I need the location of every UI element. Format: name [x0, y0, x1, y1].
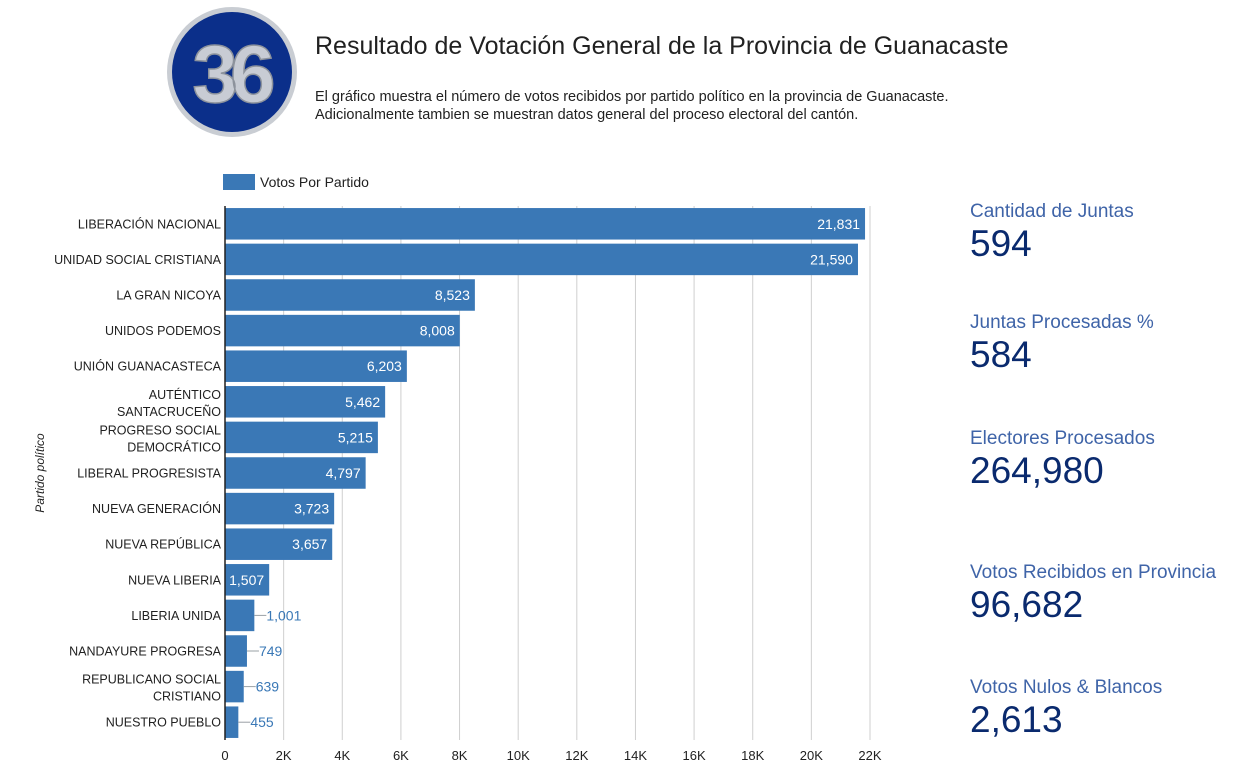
data-label: 749: [259, 643, 283, 659]
data-label: 6,203: [367, 358, 402, 374]
stat-electores-procesados: Electores Procesados 264,980: [970, 428, 1155, 492]
data-label: 1,001: [266, 607, 301, 623]
bar: [225, 492, 335, 525]
bar: [225, 279, 475, 311]
data-label: 1,507: [229, 572, 264, 588]
category-label: SANTACRUCEÑO: [117, 405, 221, 419]
stat-value: 594: [970, 223, 1032, 264]
data-label: 5,215: [338, 429, 373, 445]
category-label: REPUBLICANO SOCIAL: [82, 673, 221, 687]
x-tick-label: 12K: [565, 748, 588, 763]
stat-label: Juntas Procesadas %: [970, 312, 1154, 333]
category-label: NUESTRO PUEBLO: [106, 716, 222, 730]
bar: [225, 635, 247, 667]
chart-svg: 0 2K 4K 6K 8K 10K 12K 14K 16K 18K 20K 22K Votos Por …: [33, 174, 882, 763]
legend-label: Votos Por Partido: [260, 174, 369, 190]
stat-value: 2,613: [970, 699, 1063, 740]
x-tick-label: 22K: [858, 748, 881, 763]
legend-swatch: [223, 174, 255, 190]
category-label: UNIÓN GUANACASTECA: [74, 359, 222, 374]
stat-votos-recibidos: Votos Recibidos en Provincia 96,682: [970, 562, 1216, 626]
data-label: 8,523: [435, 287, 470, 303]
category-label: NUEVA LIBERIA: [128, 573, 222, 587]
x-tick-label: 2K: [276, 748, 292, 763]
category-label: PROGRESO SOCIAL: [99, 423, 221, 437]
data-label: 21,831: [817, 216, 860, 232]
category-label: NUEVA REPÚBLICA: [105, 537, 221, 552]
page-description: El gráfico muestra el número de votos re…: [315, 88, 949, 124]
bar-chart: 0 2K 4K 6K 8K 10K 12K 14K 16K 18K 20K 22K Votos Por …: [0, 160, 900, 782]
bar: [225, 314, 460, 347]
data-label: 639: [256, 679, 280, 695]
stat-label: Electores Procesados: [970, 428, 1155, 449]
stat-cantidad-juntas: Cantidad de Juntas 594: [970, 201, 1134, 265]
x-tick-label: 6K: [393, 748, 409, 763]
category-label: NUEVA GENERACIÓN: [92, 501, 221, 516]
x-tick-label: 10K: [507, 748, 530, 763]
category-label: LA GRAN NICOYA: [116, 289, 221, 303]
data-label: 3,723: [294, 501, 329, 517]
description-line: El gráfico muestra el número de votos re…: [315, 89, 949, 105]
logo-text: 36: [192, 29, 273, 120]
stat-value: 96,682: [970, 584, 1084, 625]
stat-value: 264,980: [970, 450, 1104, 491]
category-label: UNIDAD SOCIAL CRISTIANA: [54, 253, 222, 267]
stat-value: 584: [970, 334, 1032, 375]
bar: [225, 386, 386, 418]
description-line: Adicionalmente tambien se muestran datos…: [315, 107, 859, 123]
category-label: UNIDOS PODEMOS: [105, 324, 221, 338]
bar: [225, 243, 858, 276]
stat-juntas-procesadas: Juntas Procesadas % 584: [970, 312, 1154, 376]
page-title: Resultado de Votación General de la Prov…: [315, 32, 1009, 60]
bar: [225, 421, 378, 454]
x-tick-label: 4K: [334, 748, 350, 763]
x-tick-label: 18K: [741, 748, 764, 763]
stat-label: Cantidad de Juntas: [970, 201, 1134, 222]
bar: [225, 208, 866, 240]
category-label: LIBERACIÓN NACIONAL: [78, 216, 221, 231]
logo: 36: [166, 6, 298, 138]
bar: [225, 670, 244, 703]
category-label: AUTÉNTICO: [149, 387, 222, 402]
bar: [225, 350, 407, 382]
data-label: 21,590: [810, 251, 853, 267]
x-tick-label: 14K: [624, 748, 647, 763]
stat-label: Votos Nulos & Blancos: [970, 677, 1163, 698]
data-label: 3,657: [292, 536, 327, 552]
bar: [225, 528, 333, 560]
x-tick-label: 8K: [452, 748, 468, 763]
bar: [225, 706, 239, 738]
x-tick-label: 0: [221, 748, 228, 763]
x-tick-label: 16K: [683, 748, 706, 763]
bar: [225, 564, 270, 596]
data-label: 5,462: [345, 394, 380, 410]
bar: [225, 599, 255, 632]
data-label: 4,797: [326, 465, 361, 481]
category-label: DEMOCRÁTICO: [127, 439, 221, 454]
category-label: LIBERAL PROGRESISTA: [77, 467, 221, 481]
y-axis-title: Partido político: [33, 433, 47, 513]
category-label: LIBERIA UNIDA: [131, 609, 221, 623]
category-label: CRISTIANO: [153, 690, 221, 704]
data-label: 8,008: [420, 323, 455, 339]
x-tick-label: 20K: [800, 748, 823, 763]
bar: [225, 457, 366, 489]
data-label: 455: [250, 714, 274, 730]
stat-votos-nulos: Votos Nulos & Blancos 2,613: [970, 677, 1162, 741]
category-label: NANDAYURE PROGRESA: [69, 645, 222, 659]
stat-label: Votos Recibidos en Provincia: [970, 562, 1217, 583]
